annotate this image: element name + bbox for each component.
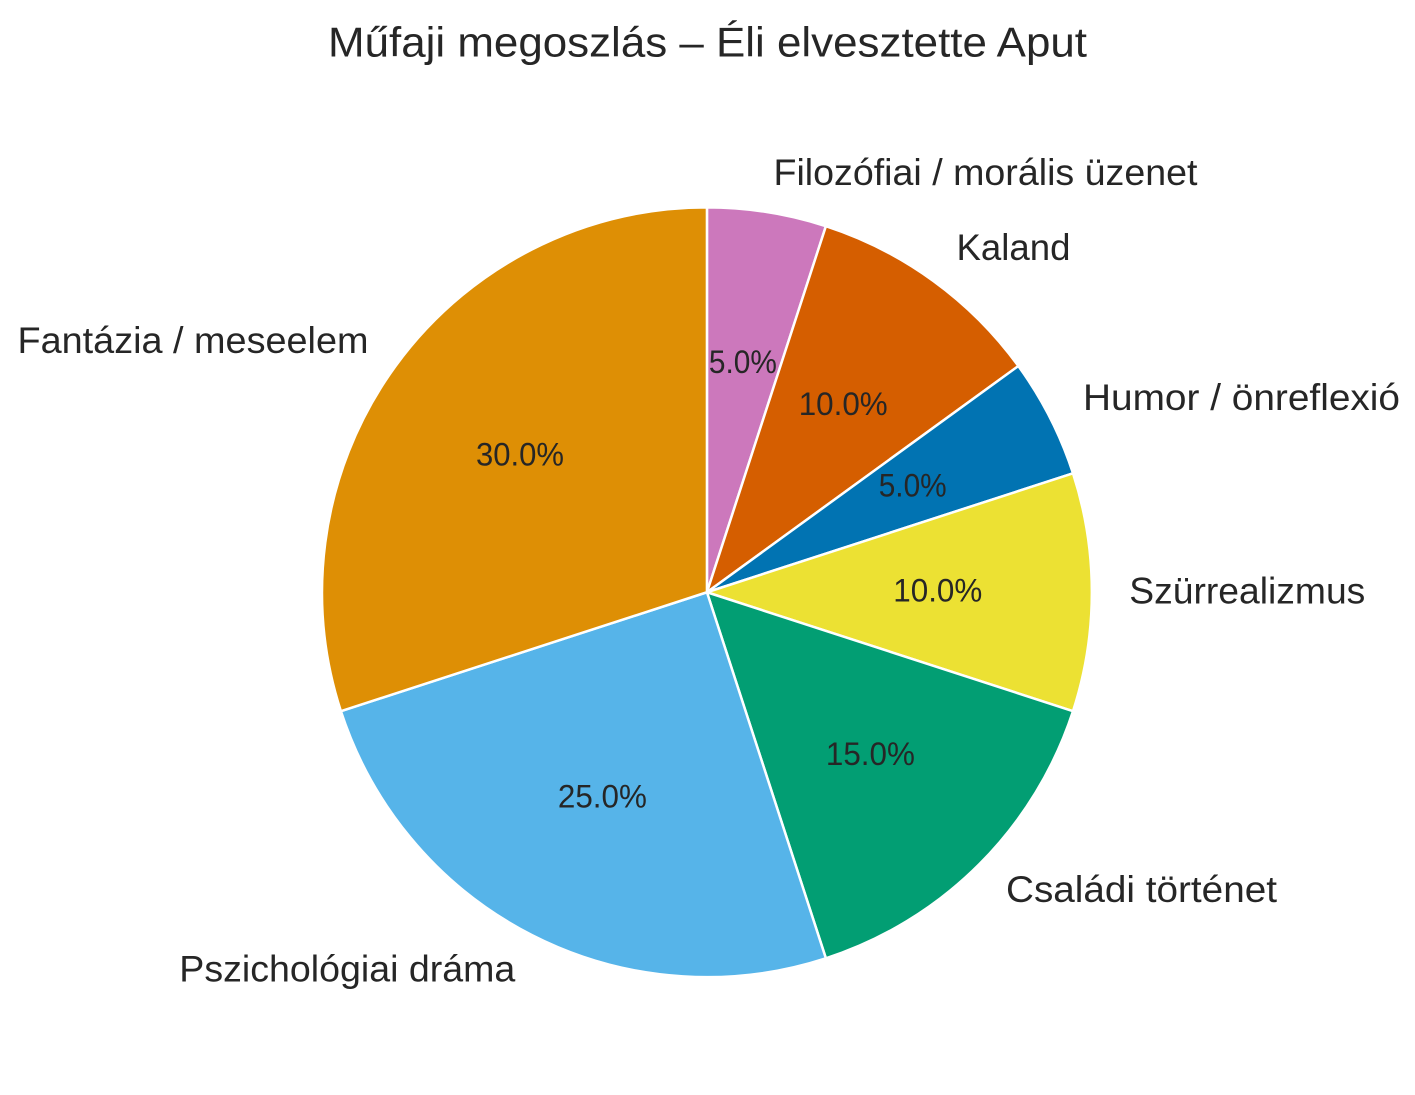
svg-text:10.0%: 10.0% [799, 386, 888, 422]
svg-text:Kaland: Kaland [957, 227, 1071, 268]
svg-text:Műfaji megoszlás – Éli elveszt: Műfaji megoszlás – Éli elvesztette Aput [328, 19, 1087, 66]
svg-text:Fantázia / meseelem: Fantázia / meseelem [18, 320, 369, 361]
svg-text:15.0%: 15.0% [826, 736, 915, 772]
svg-text:25.0%: 25.0% [558, 779, 647, 815]
svg-text:30.0%: 30.0% [476, 437, 564, 473]
svg-text:Szürrealizmus: Szürrealizmus [1129, 571, 1365, 612]
svg-text:Családi történet: Családi történet [1006, 869, 1278, 910]
svg-text:5.0%: 5.0% [879, 468, 947, 504]
svg-text:10.0%: 10.0% [893, 573, 982, 609]
svg-text:Filozófiai / morális üzenet: Filozófiai / morális üzenet [774, 152, 1199, 193]
svg-text:Pszichológiai dráma: Pszichológiai dráma [179, 949, 515, 990]
svg-text:5.0%: 5.0% [709, 344, 777, 380]
svg-text:Humor / önreflexió: Humor / önreflexió [1083, 377, 1400, 418]
